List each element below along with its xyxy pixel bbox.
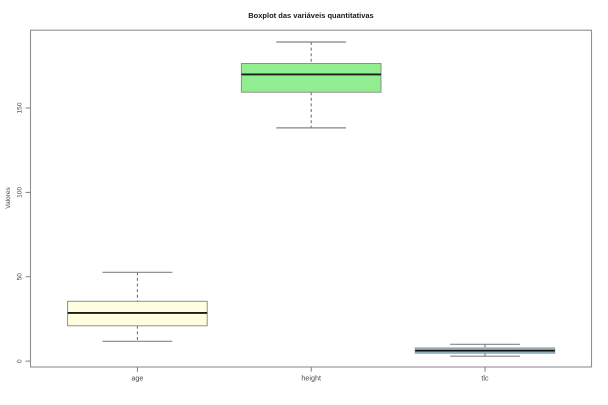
svg-text:0: 0	[17, 359, 24, 363]
svg-text:150: 150	[17, 102, 24, 113]
svg-text:Valores: Valores	[5, 186, 12, 208]
svg-text:height: height	[301, 374, 321, 383]
svg-text:50: 50	[17, 273, 24, 281]
svg-text:tlc: tlc	[481, 374, 489, 383]
svg-text:100: 100	[17, 187, 24, 198]
svg-text:age: age	[131, 374, 143, 383]
svg-text:Boxplot das variáveis quantita: Boxplot das variáveis quantitativas	[248, 11, 373, 20]
